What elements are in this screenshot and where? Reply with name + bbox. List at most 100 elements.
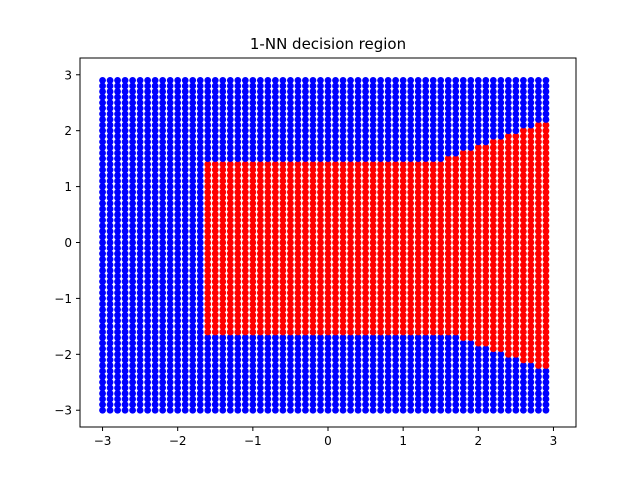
point-class-1 bbox=[497, 239, 505, 246]
point-class-0 bbox=[482, 401, 490, 409]
point-class-0 bbox=[159, 88, 167, 95]
point-class-0 bbox=[226, 406, 234, 414]
point-class-0 bbox=[422, 373, 430, 381]
point-class-0 bbox=[196, 339, 204, 347]
point-class-1 bbox=[504, 205, 512, 213]
point-class-1 bbox=[384, 188, 392, 196]
point-class-1 bbox=[504, 278, 512, 286]
point-class-0 bbox=[196, 267, 204, 274]
point-class-0 bbox=[151, 395, 159, 403]
point-class-0 bbox=[332, 390, 339, 397]
point-class-0 bbox=[354, 155, 362, 163]
point-class-1 bbox=[459, 300, 467, 308]
point-class-1 bbox=[324, 295, 332, 302]
point-class-0 bbox=[99, 138, 106, 146]
point-class-1 bbox=[512, 322, 520, 330]
point-class-0 bbox=[144, 267, 152, 274]
point-class-1 bbox=[369, 233, 377, 241]
point-class-1 bbox=[542, 306, 550, 313]
point-class-0 bbox=[377, 82, 385, 90]
point-class-0 bbox=[189, 199, 197, 207]
point-class-0 bbox=[114, 149, 121, 157]
point-class-0 bbox=[114, 334, 121, 341]
point-class-1 bbox=[302, 295, 309, 302]
point-class-0 bbox=[437, 144, 445, 151]
point-class-0 bbox=[287, 384, 294, 392]
point-class-0 bbox=[512, 99, 520, 107]
point-class-1 bbox=[256, 166, 264, 174]
point-class-1 bbox=[287, 216, 294, 224]
point-class-0 bbox=[151, 306, 159, 313]
point-class-0 bbox=[151, 205, 159, 213]
point-class-0 bbox=[422, 350, 430, 358]
point-class-1 bbox=[452, 261, 460, 269]
point-class-0 bbox=[309, 373, 317, 381]
point-class-0 bbox=[482, 362, 490, 369]
y-tick-label: −1 bbox=[54, 292, 72, 306]
point-class-1 bbox=[219, 244, 227, 252]
point-class-0 bbox=[324, 104, 332, 112]
point-class-0 bbox=[339, 82, 347, 90]
point-class-0 bbox=[474, 127, 482, 135]
point-class-1 bbox=[271, 311, 279, 319]
point-class-1 bbox=[302, 250, 309, 258]
point-class-1 bbox=[489, 255, 497, 263]
point-class-1 bbox=[204, 322, 212, 330]
point-class-0 bbox=[489, 132, 497, 140]
point-class-0 bbox=[159, 104, 167, 112]
point-class-0 bbox=[279, 144, 287, 151]
point-class-0 bbox=[399, 116, 407, 123]
point-class-0 bbox=[114, 272, 121, 280]
point-class-1 bbox=[467, 328, 475, 336]
point-class-0 bbox=[151, 166, 159, 174]
point-class-1 bbox=[497, 255, 505, 263]
point-class-0 bbox=[174, 127, 182, 135]
point-class-0 bbox=[347, 367, 354, 375]
point-class-0 bbox=[384, 406, 392, 414]
point-class-0 bbox=[422, 88, 430, 95]
point-class-0 bbox=[407, 384, 415, 392]
point-class-0 bbox=[129, 255, 137, 263]
point-class-0 bbox=[407, 362, 415, 369]
point-class-1 bbox=[249, 289, 257, 297]
point-class-0 bbox=[144, 317, 152, 325]
point-class-0 bbox=[542, 88, 550, 95]
point-class-0 bbox=[504, 356, 512, 364]
point-class-0 bbox=[527, 99, 535, 107]
point-class-0 bbox=[144, 356, 152, 364]
point-class-0 bbox=[294, 384, 302, 392]
point-class-1 bbox=[362, 300, 369, 308]
point-class-0 bbox=[452, 384, 460, 392]
point-class-1 bbox=[504, 233, 512, 241]
point-class-1 bbox=[407, 322, 415, 330]
point-class-0 bbox=[437, 99, 445, 107]
point-class-1 bbox=[512, 211, 520, 218]
point-class-0 bbox=[362, 390, 369, 397]
point-class-1 bbox=[369, 283, 377, 291]
point-class-1 bbox=[467, 267, 475, 274]
point-class-0 bbox=[166, 93, 174, 101]
point-class-0 bbox=[279, 406, 287, 414]
point-class-1 bbox=[226, 199, 234, 207]
point-class-1 bbox=[287, 317, 294, 325]
point-class-0 bbox=[166, 378, 174, 386]
point-class-0 bbox=[151, 177, 159, 185]
point-class-0 bbox=[189, 239, 197, 246]
point-class-0 bbox=[414, 334, 422, 341]
point-class-1 bbox=[332, 255, 339, 263]
point-class-0 bbox=[114, 138, 121, 146]
point-class-1 bbox=[527, 334, 535, 341]
point-class-0 bbox=[302, 350, 309, 358]
point-class-0 bbox=[174, 222, 182, 230]
point-class-0 bbox=[317, 395, 324, 403]
point-class-0 bbox=[136, 250, 144, 258]
point-class-1 bbox=[249, 255, 257, 263]
point-class-0 bbox=[271, 390, 279, 397]
point-class-0 bbox=[144, 390, 152, 397]
point-class-1 bbox=[535, 227, 542, 235]
point-class-0 bbox=[354, 401, 362, 409]
point-class-1 bbox=[369, 261, 377, 269]
point-class-1 bbox=[211, 183, 219, 190]
point-class-0 bbox=[114, 194, 121, 202]
point-class-0 bbox=[144, 160, 152, 168]
